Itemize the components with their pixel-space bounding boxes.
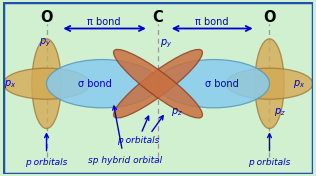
Text: O: O (263, 10, 276, 25)
Text: $p_z$: $p_z$ (274, 106, 286, 118)
Text: $p_y$: $p_y$ (39, 37, 51, 49)
Ellipse shape (158, 59, 270, 108)
Text: π bond: π bond (195, 17, 229, 27)
Ellipse shape (255, 39, 284, 128)
Ellipse shape (113, 49, 203, 118)
Text: O: O (40, 10, 53, 25)
Text: π bond: π bond (87, 17, 121, 27)
Text: p orbitals: p orbitals (25, 158, 68, 167)
Text: $p_y$: $p_y$ (160, 38, 172, 50)
Ellipse shape (113, 49, 203, 118)
Text: $p_x$: $p_x$ (293, 78, 305, 90)
Text: $p_x$: $p_x$ (4, 78, 16, 90)
Text: σ bond: σ bond (204, 79, 238, 89)
Text: σ bond: σ bond (78, 79, 112, 89)
Ellipse shape (3, 68, 90, 99)
Ellipse shape (226, 68, 313, 99)
Text: p orbitals: p orbitals (248, 158, 291, 167)
Text: p orbitals: p orbitals (117, 136, 159, 145)
Text: $p_z$: $p_z$ (171, 106, 183, 118)
Text: sp hybrid orbital: sp hybrid orbital (88, 156, 162, 165)
Ellipse shape (32, 39, 61, 128)
Text: C: C (153, 10, 163, 25)
Ellipse shape (46, 59, 158, 108)
